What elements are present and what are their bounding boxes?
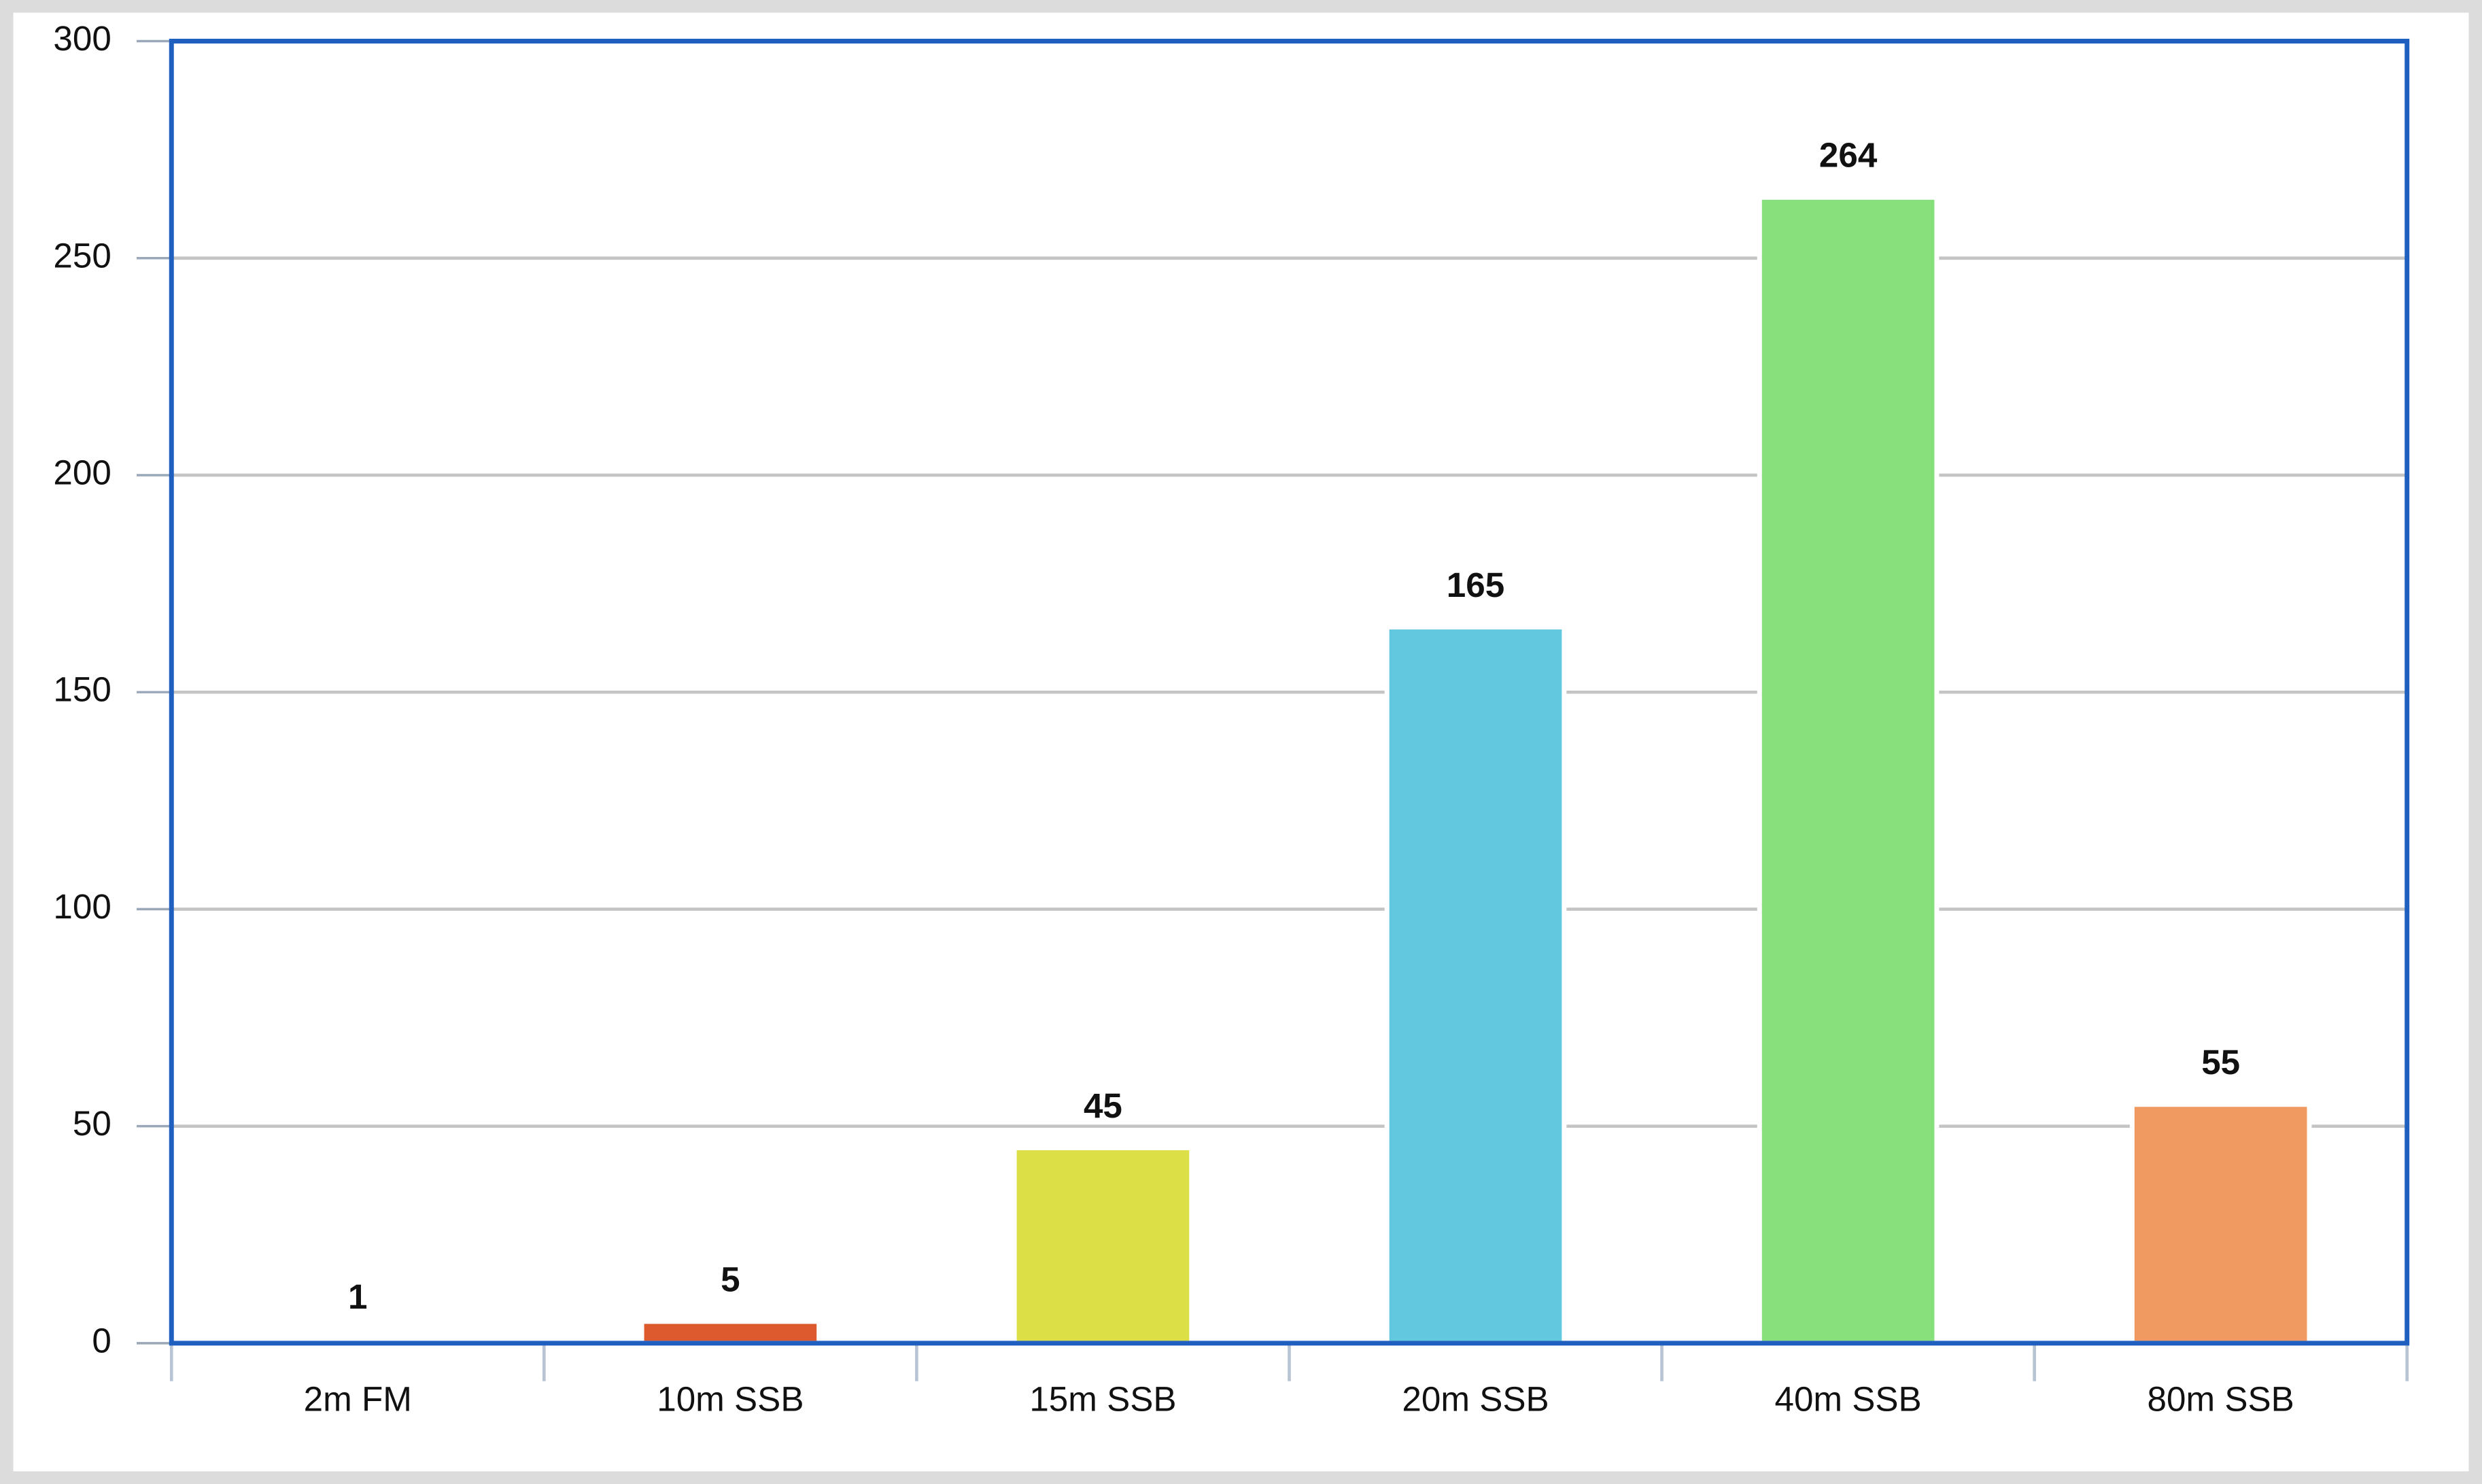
bar — [1757, 194, 1940, 1346]
y-tick-label: 300 — [53, 19, 111, 58]
y-tick-label: 200 — [53, 453, 111, 491]
bar — [1012, 1145, 1194, 1346]
y-tick-label: 50 — [73, 1104, 111, 1143]
plot-frame — [169, 39, 2410, 1346]
data-label: 5 — [721, 1260, 740, 1298]
bar — [1384, 624, 1567, 1346]
data-label: 55 — [2201, 1043, 2240, 1082]
x-tick-label: 10m SSB — [657, 1380, 804, 1419]
y-tick-label: 250 — [53, 236, 111, 275]
chart-background — [13, 12, 2469, 1472]
bar — [639, 1319, 822, 1346]
data-label: 1 — [348, 1277, 367, 1316]
x-tick-label: 15m SSB — [1029, 1380, 1176, 1419]
x-tick-label: 40m SSB — [1774, 1380, 1921, 1419]
y-tick-label: 0 — [92, 1321, 111, 1360]
data-label: 165 — [1447, 566, 1504, 604]
y-tick-label: 100 — [53, 887, 111, 926]
bar — [2129, 1102, 2312, 1346]
x-tick-label: 80m SSB — [2148, 1380, 2294, 1419]
y-tick-label: 150 — [53, 670, 111, 709]
data-label: 45 — [1084, 1086, 1122, 1125]
x-tick-label: 2m FM — [304, 1380, 412, 1419]
data-label: 264 — [1819, 136, 1878, 175]
x-tick-label: 20m SSB — [1402, 1380, 1549, 1419]
